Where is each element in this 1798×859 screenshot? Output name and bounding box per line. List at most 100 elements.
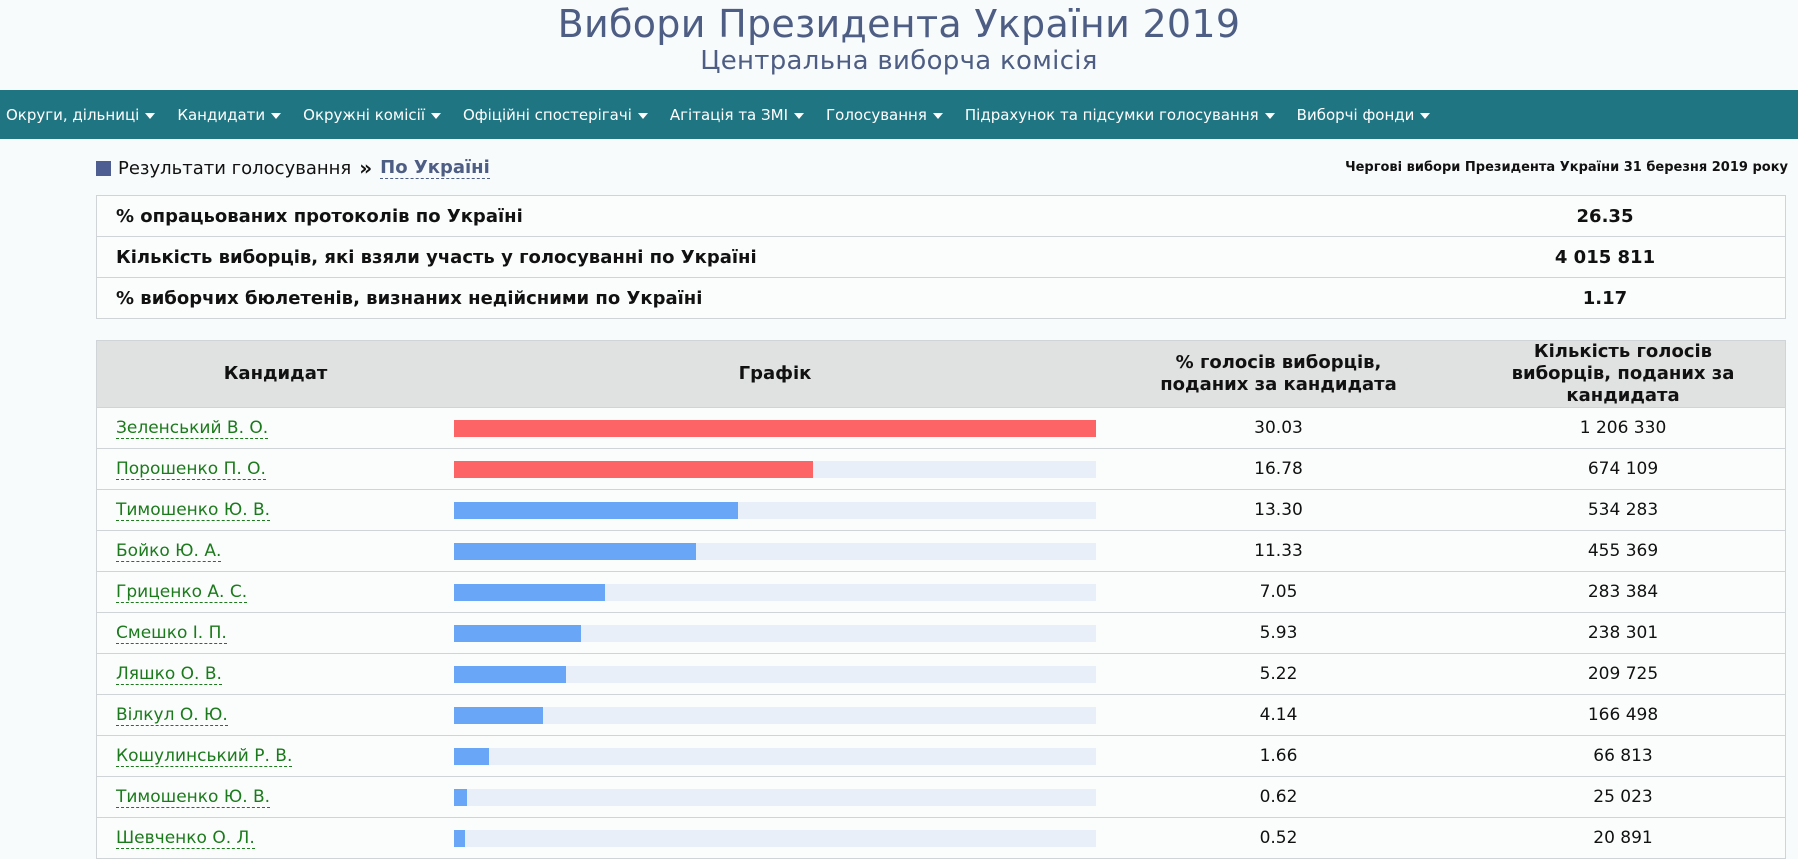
nav-item-label: Підрахунок та підсумки голосування (964, 105, 1259, 124)
candidate-link[interactable]: Зеленський В. О. (116, 418, 269, 439)
candidate-link[interactable]: Смешко І. П. (116, 623, 227, 644)
bar-track (454, 706, 1096, 724)
candidate-cell: Смешко І. П. (96, 612, 454, 654)
bar-track (454, 542, 1096, 560)
summary-row: Кількість виборців, які взяли участь у г… (96, 236, 1786, 278)
pct-cell: 16.78 (1096, 448, 1461, 490)
table-row: Ляшко О. В. 5.22 209 725 (96, 653, 1786, 695)
summary-row: % опрацьованих протоколів по Україні 26.… (97, 196, 1786, 237)
bar-track (454, 460, 1096, 478)
bar-fill (454, 829, 465, 847)
candidate-cell: Тимошенко Ю. В. (96, 776, 454, 818)
pct-cell: 11.33 (1096, 530, 1461, 572)
results-table: Кандидат Графік % голосів виборців, пода… (96, 340, 1786, 859)
candidate-cell: Гриценко А. С. (96, 571, 454, 613)
nav-item-campaigning[interactable]: Агітація та ЗМІ (670, 106, 804, 124)
bar-track (454, 829, 1096, 847)
count-cell: 166 498 (1461, 694, 1786, 736)
table-row: Тимошенко Ю. В. 0.62 25 023 (96, 776, 1786, 818)
breadcrumb-section: Результати голосування (118, 157, 352, 179)
candidate-link[interactable]: Бойко Ю. А. (116, 541, 222, 562)
chart-cell (454, 817, 1096, 859)
candidate-link[interactable]: Шевченко О. Л. (116, 828, 255, 849)
count-cell: 209 725 (1461, 653, 1786, 695)
nav-item-label: Виборчі фонди (1296, 105, 1415, 124)
main-nav: Округи, дільниці Кандидати Окружні коміс… (0, 90, 1798, 139)
candidate-link[interactable]: Гриценко А. С. (116, 582, 248, 603)
chart-cell (454, 407, 1096, 449)
pct-cell: 5.22 (1096, 653, 1461, 695)
summary-label: % опрацьованих протоколів по Україні (116, 205, 523, 227)
caret-down-icon (794, 112, 804, 119)
summary-table: % опрацьованих протоколів по Україні 26.… (96, 195, 1786, 319)
count-cell: 674 109 (1461, 448, 1786, 490)
breadcrumb-separator: » (359, 156, 373, 180)
bar-fill (454, 788, 467, 806)
nav-item-label: Кандидати (177, 105, 266, 124)
header-pct: % голосів виборців, поданих за кандидата (1096, 340, 1461, 408)
nav-item-observers[interactable]: Офіційні спостерігачі (463, 106, 648, 124)
bar-fill (454, 706, 543, 724)
nav-item-candidates[interactable]: Кандидати (177, 105, 282, 124)
table-row: Смешко І. П. 5.93 238 301 (96, 612, 1786, 654)
count-cell: 1 206 330 (1461, 407, 1786, 449)
count-cell: 534 283 (1461, 489, 1786, 531)
bar-fill (454, 419, 1096, 437)
caret-down-icon (431, 112, 441, 119)
caret-down-icon (1264, 112, 1275, 119)
nav-item-districts[interactable]: Округи, дільниці (6, 106, 156, 124)
nav-item-label: Окружні комісії (303, 105, 425, 124)
candidate-cell: Тимошенко Ю. В. (96, 489, 454, 531)
header-count: Кількість голосів виборців, поданих за к… (1461, 340, 1786, 408)
nav-item-counting[interactable]: Підрахунок та підсумки голосування (965, 106, 1275, 124)
chart-cell (454, 612, 1096, 654)
pct-cell: 30.03 (1096, 407, 1461, 449)
table-row: Кошулинський Р. В. 1.66 66 813 (96, 735, 1786, 777)
square-icon (96, 160, 111, 176)
table-row: Бойко Ю. А. 11.33 455 369 (96, 530, 1786, 572)
caret-down-icon (637, 112, 648, 119)
bar-track (454, 788, 1096, 806)
bar-fill (454, 501, 738, 519)
bar-track (454, 747, 1096, 765)
bar-track (454, 624, 1096, 642)
caret-down-icon (271, 112, 282, 119)
caret-down-icon (1420, 112, 1431, 119)
page-header: Вибори Президента України 2019 Центральн… (0, 0, 1798, 90)
breadcrumb-current-link[interactable]: По Україні (380, 157, 490, 179)
candidate-cell: Зеленський В. О. (96, 407, 454, 449)
summary-value: 1.17 (1425, 277, 1786, 319)
count-cell: 25 023 (1461, 776, 1786, 818)
table-row: Зеленський В. О. 30.03 1 206 330 (96, 407, 1786, 449)
summary-row: % виборчих бюлетенів, визнаних недійсним… (96, 277, 1786, 319)
nav-item-label: Агітація та ЗМІ (669, 105, 788, 124)
pct-cell: 0.62 (1096, 776, 1461, 818)
candidate-link[interactable]: Тимошенко Ю. В. (116, 500, 271, 521)
bar-fill (454, 665, 566, 683)
count-cell: 66 813 (1461, 735, 1786, 777)
header-chart: Графік (454, 340, 1096, 408)
caret-down-icon (932, 112, 943, 119)
nav-item-commissions[interactable]: Окружні комісії (303, 106, 441, 124)
summary-value: 4 015 811 (1425, 236, 1786, 278)
candidate-link[interactable]: Кошулинський Р. В. (116, 746, 293, 767)
candidate-cell: Шевченко О. Л. (96, 817, 454, 859)
bar-track (454, 501, 1096, 519)
nav-item-voting[interactable]: Голосування (826, 106, 943, 124)
chart-cell (454, 489, 1096, 531)
count-cell: 20 891 (1461, 817, 1786, 859)
chart-cell (454, 571, 1096, 613)
candidate-link[interactable]: Порошенко П. О. (116, 459, 266, 480)
bar-fill (454, 624, 581, 642)
chart-cell (454, 694, 1096, 736)
nav-item-funds[interactable]: Виборчі фонди (1297, 106, 1431, 124)
candidate-link[interactable]: Тимошенко Ю. В. (116, 787, 271, 808)
table-row: Шевченко О. Л. 0.52 20 891 (96, 817, 1786, 859)
bar-track (454, 665, 1096, 683)
table-row: Вілкул О. Ю. 4.14 166 498 (96, 694, 1786, 736)
candidate-link[interactable]: Ляшко О. В. (116, 664, 222, 685)
candidate-link[interactable]: Вілкул О. Ю. (116, 705, 228, 726)
bar-track (454, 419, 1096, 437)
pct-cell: 5.93 (1096, 612, 1461, 654)
pct-cell: 4.14 (1096, 694, 1461, 736)
